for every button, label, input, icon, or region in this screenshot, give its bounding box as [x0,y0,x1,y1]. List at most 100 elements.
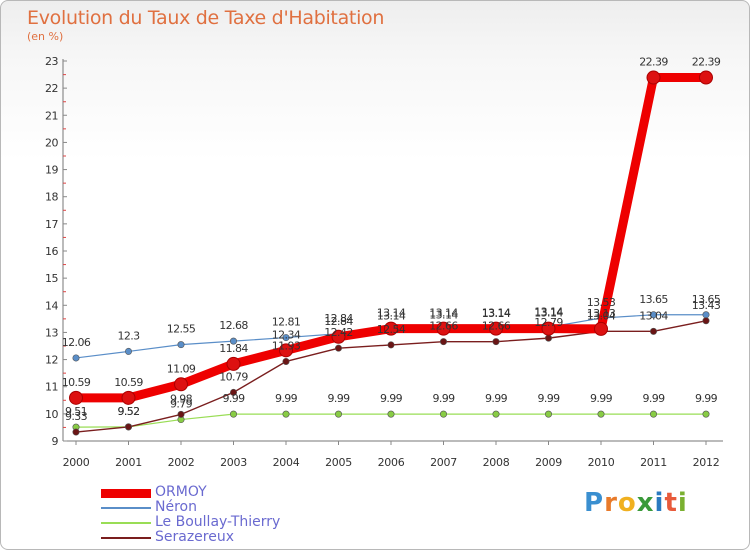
x-tick-label: 2005 [325,456,352,469]
x-tick-label: 2006 [378,456,405,469]
logo-letter: P [584,488,605,518]
data-label-0: 13.13 [587,307,616,320]
data-label-3: 13.04 [639,309,668,322]
data-label-0: 13.14 [534,307,563,320]
x-tick-label: 2008 [483,456,510,469]
y-tick-label: 17 [45,218,58,231]
data-label-3: 9.98 [170,392,193,405]
x-tick-label: 2002 [168,456,195,469]
data-label-2: 9.99 [222,392,245,405]
data-point-0 [489,321,503,336]
data-label-3: 10.79 [219,370,248,383]
data-label-0: 22.39 [639,56,668,69]
data-label-3: 9.33 [65,410,88,423]
y-tick-label: 19 [45,164,58,177]
data-label-1: 12.84 [324,312,353,325]
data-label-2: 9.99 [590,392,613,405]
data-label-1: 12.81 [272,316,301,329]
data-point-2 [282,410,290,418]
data-label-2: 9.99 [380,392,403,405]
data-point-0 [279,343,293,358]
y-tick-label: 11 [45,381,58,394]
data-label-1: 13.65 [639,293,668,306]
data-point-1 [649,311,657,319]
chart-subtitle: (en %) [27,30,64,43]
data-point-3 [649,327,657,335]
data-point-3 [702,317,710,325]
legend-label: ORMOY [155,484,207,500]
data-label-2: 9.99 [642,392,665,405]
logo-letter: t [664,488,678,518]
data-point-1 [177,341,185,349]
y-tick-label: 16 [45,245,58,258]
data-label-3: 9.52 [117,405,139,418]
data-point-1 [282,334,290,342]
data-point-2 [702,410,710,418]
data-point-3 [72,428,80,436]
data-point-1 [230,337,238,345]
data-label-0: 13.14 [429,307,458,320]
data-label-2: 9.52 [117,405,139,418]
data-label-0: 12.34 [272,328,301,341]
x-tick-label: 2003 [220,456,247,469]
data-point-0 [384,321,398,336]
legend-swatch [101,507,151,509]
data-point-0 [226,356,241,371]
data-label-0: 11.84 [219,342,248,355]
y-tick-label: 12 [45,354,58,367]
logo-letter: i [654,488,665,518]
series-line-0 [71,73,711,403]
y-tick-label: 21 [45,109,58,122]
data-label-3: 12.66 [429,320,458,333]
chart-title: Evolution du Taux de Taxe d'Habitation [27,7,385,29]
data-point-3 [492,338,500,346]
data-label-3: 12.54 [377,323,406,336]
legend-label: Le Boullay-Thierry [155,514,281,530]
legend-swatch [101,488,151,498]
data-point-3 [177,410,185,418]
data-label-0: 11.09 [167,362,196,375]
data-label-3: 13.04 [587,309,616,322]
data-label-1: 12.55 [167,323,196,336]
data-point-0 [594,321,608,336]
y-tick-label: 15 [45,272,58,285]
data-point-3 [125,423,133,431]
legend-label: Serazereux [155,529,235,545]
data-label-1: 13.14 [377,309,406,322]
data-point-3 [230,388,238,396]
data-label-2: 9.99 [432,392,455,405]
data-point-0 [699,70,713,85]
data-point-0 [541,321,556,336]
data-label-1: 13.14 [429,309,458,322]
data-point-2 [439,410,447,418]
data-point-3 [334,344,342,352]
data-point-2 [334,410,342,418]
data-point-2 [649,410,657,418]
data-label-3: 13.43 [692,299,721,312]
y-tick-label: 14 [45,299,58,312]
data-label-1: 13.14 [482,307,511,320]
data-label-3: 12.66 [482,320,511,333]
logo-letter: x [636,488,655,518]
x-tick-label: 2007 [430,456,457,469]
data-label-2: 9.51 [65,405,87,418]
y-tick-label: 22 [45,82,58,95]
data-label-1: 13.53 [587,296,616,309]
proxiti-logo: Proxiti [584,488,688,518]
logo-letter: i [677,488,688,518]
x-tick-label: 2011 [640,456,667,469]
data-point-0 [174,377,188,392]
data-point-2 [597,410,605,418]
data-label-2: 9.99 [537,392,560,405]
x-tick-label: 2010 [588,456,615,469]
x-tick-label: 2009 [535,456,562,469]
data-label-0: 10.59 [62,376,91,389]
data-label-0: 10.59 [114,376,143,389]
data-label-2: 9.99 [485,392,508,405]
data-label-2: 9.99 [327,392,350,405]
data-label-1: 12.68 [219,319,248,332]
data-label-1: 12.06 [62,336,91,349]
data-label-1: 12.3 [117,329,140,342]
